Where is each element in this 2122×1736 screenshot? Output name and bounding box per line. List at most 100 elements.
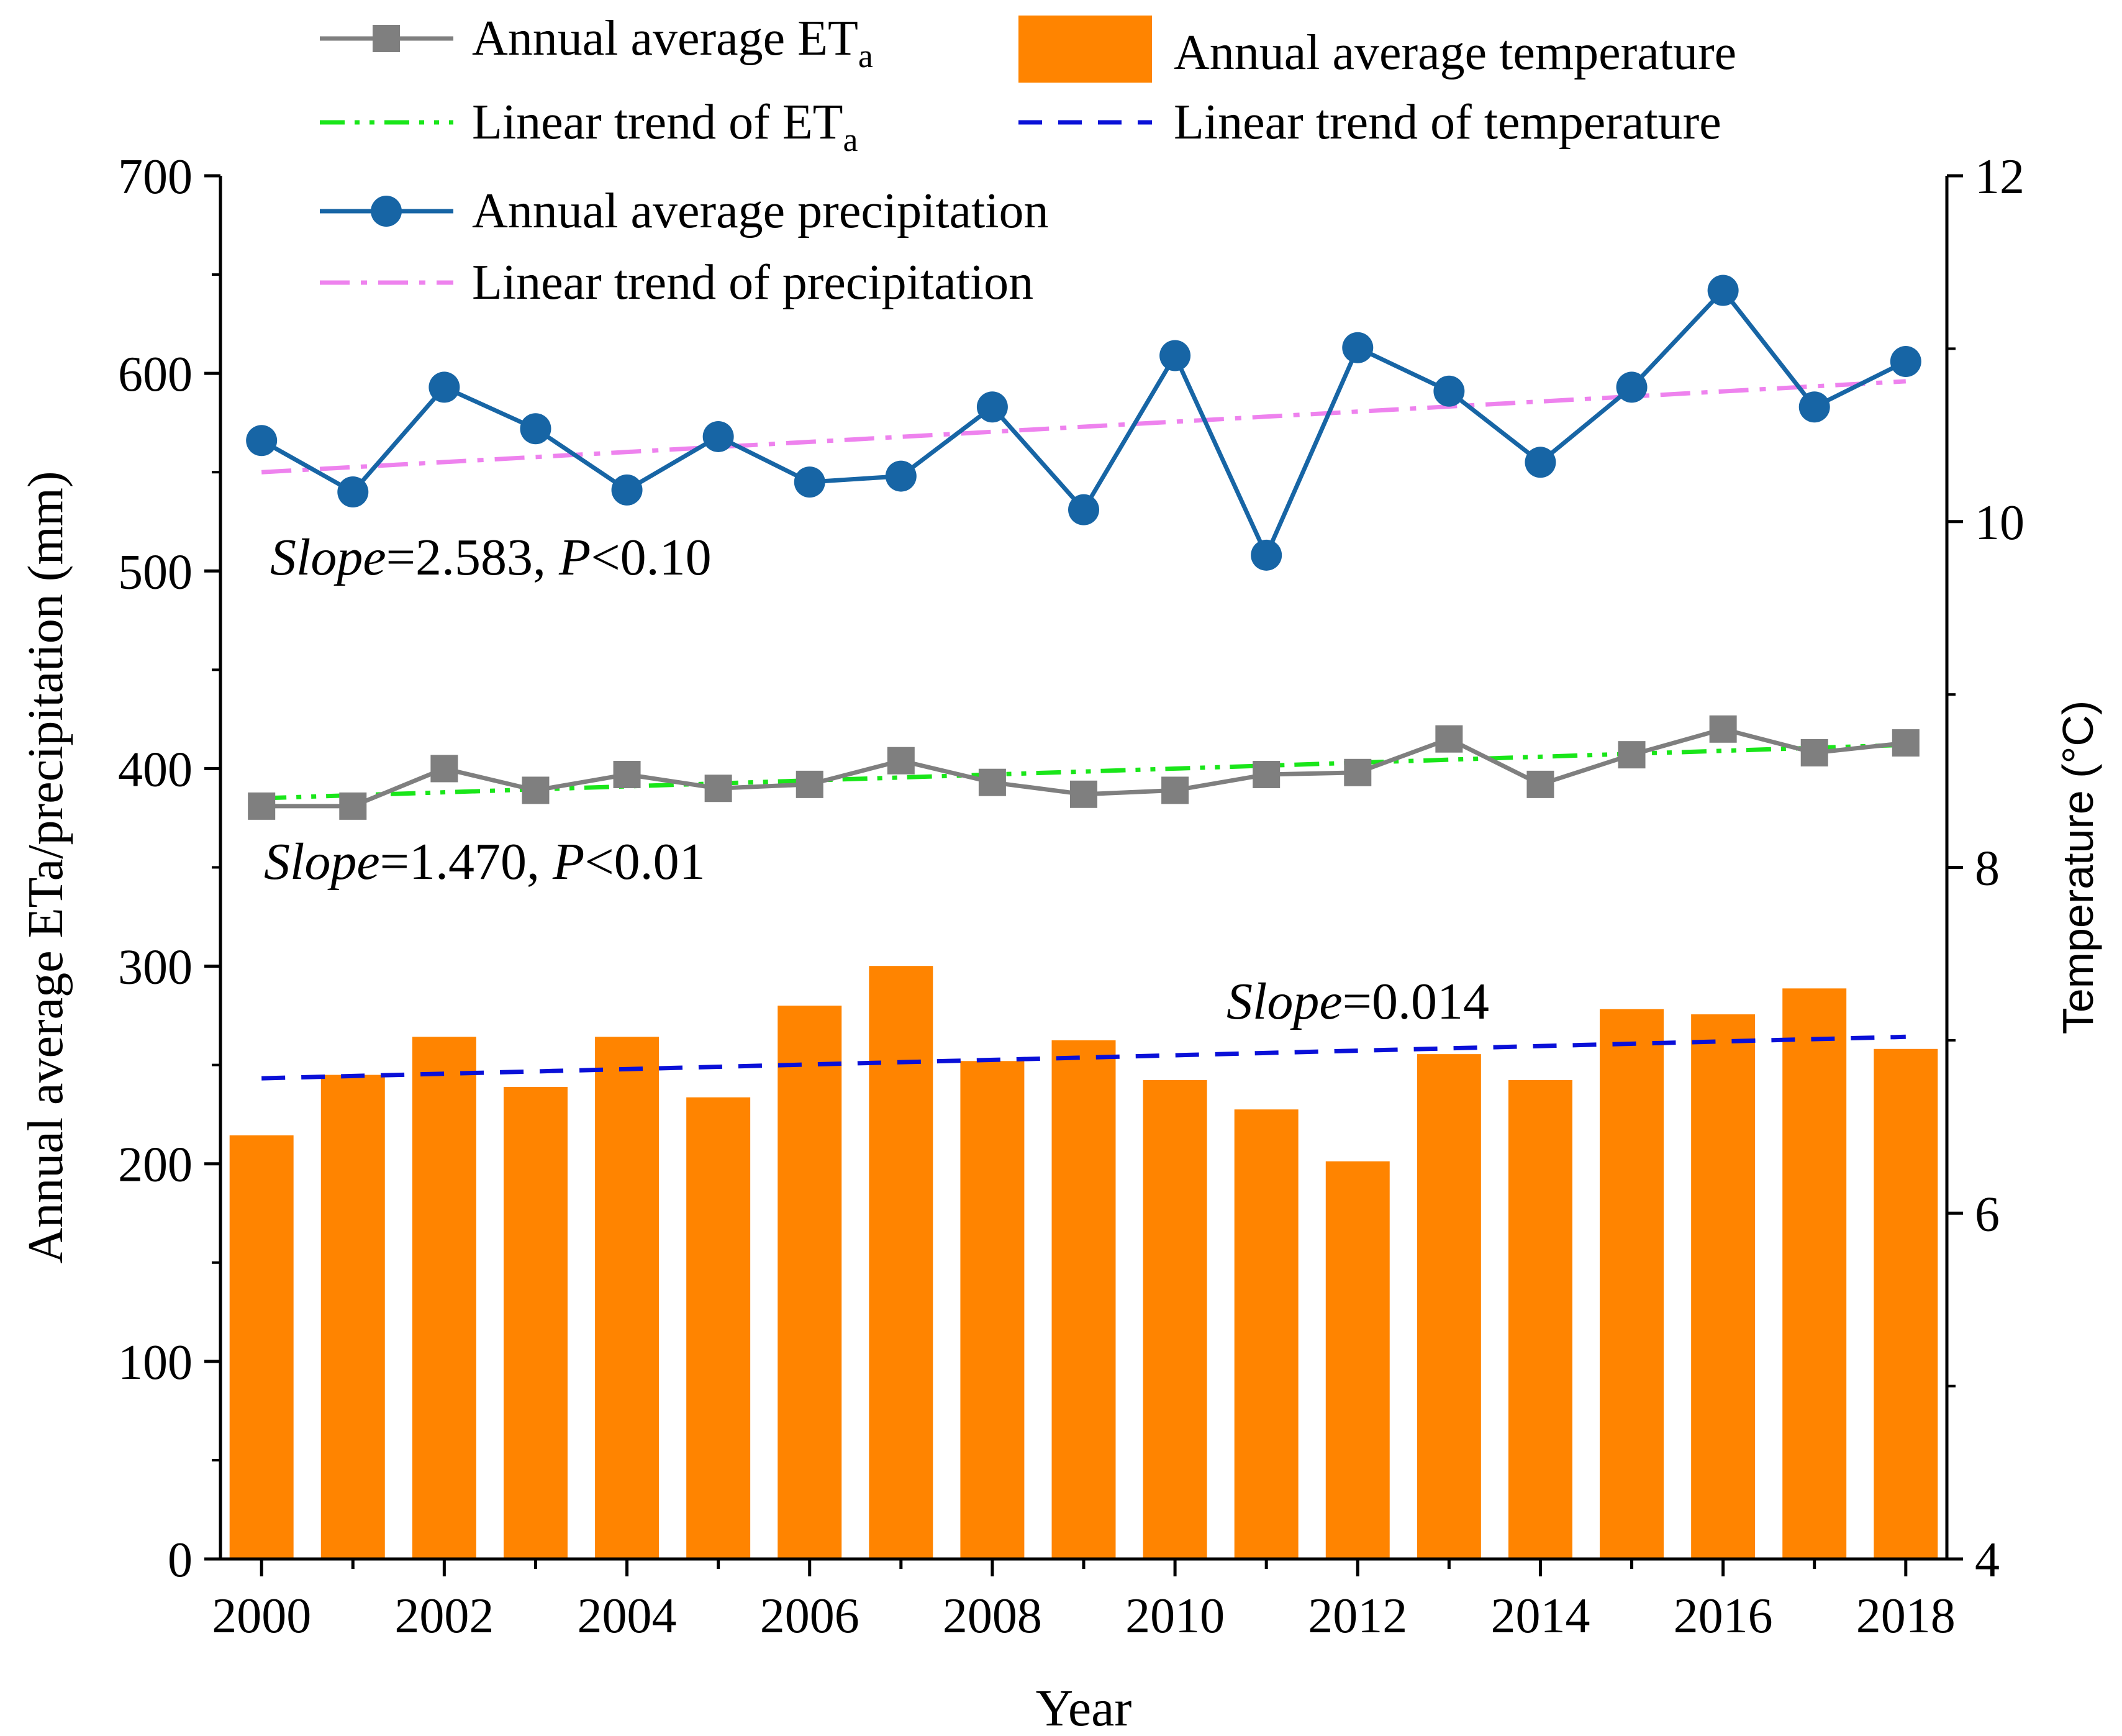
annotation-italic: P [552, 833, 584, 891]
temperature-bar [595, 1037, 660, 1559]
x-tick-label: 2016 [1674, 1589, 1773, 1643]
eta-point [522, 776, 550, 804]
annotation-italic: Slope [264, 833, 380, 891]
legend-label-subscript: a [858, 37, 873, 75]
legend-eta-marker [373, 25, 400, 52]
axes: 0 100 200 300 400 500 600 700 4 6 8 10 12 2000 2002 200… [19, 150, 2102, 1736]
y-left-tick-label: 700 [118, 150, 193, 204]
y-right-tick-label: 10 [1975, 496, 2025, 550]
temperature-bar [1417, 1054, 1481, 1559]
eta-point [1618, 741, 1646, 769]
y-right-tick-label: 6 [1975, 1187, 2000, 1242]
eta-point [1709, 715, 1737, 743]
precipitation-point [428, 371, 460, 403]
y-left-tick-label: 600 [118, 347, 193, 402]
eta-point [1344, 758, 1372, 786]
eta-point [339, 792, 367, 820]
precipitation-point [794, 466, 825, 498]
legend-label-text: Linear trend of temperature [1174, 95, 1721, 150]
temperature-bar [1691, 1014, 1756, 1559]
annotation-temp_slope: Slope=0.014 [1226, 973, 1489, 1030]
x-tick-label: 2000 [212, 1589, 311, 1643]
temperature-bar [1143, 1079, 1207, 1559]
annotation-precip_slope: Slope=2.583, P<0.10 [270, 529, 712, 586]
legend-label-eta: Annual average ETa [472, 11, 873, 75]
eta-point [1526, 770, 1554, 798]
trend-line [261, 1034, 1906, 1081]
temperature-bars [229, 966, 1938, 1559]
y-left-tick-label: 300 [118, 940, 193, 995]
eta-point [704, 775, 732, 802]
legend-label-text: Annual average precipitation [472, 184, 1048, 239]
y-axis-right-title: Temperature (°C) [2054, 701, 2102, 1035]
eta-point [1892, 729, 1920, 757]
trend-lines [261, 379, 1907, 1081]
annotation-italic: Slope [270, 529, 386, 586]
eta-point [1253, 760, 1281, 788]
eta-point [796, 770, 823, 798]
eta-point [1800, 738, 1828, 766]
legend-label-text: Annual average temperature [1174, 25, 1736, 80]
temperature-bar [229, 1135, 294, 1559]
temperature-bar [1782, 988, 1847, 1559]
temperature-bar [503, 1087, 568, 1559]
annotation-text: <0.01 [584, 833, 705, 891]
x-tick-label: 2012 [1308, 1589, 1407, 1643]
temperature-bar [1051, 1040, 1116, 1559]
temperature-bar [778, 1006, 842, 1559]
legend-precip-marker [371, 196, 402, 227]
y-right-tick-label: 12 [1975, 150, 2025, 204]
legend-temp-swatch [1018, 16, 1152, 83]
temperature-bar [1234, 1109, 1299, 1559]
precipitation-point [337, 476, 369, 508]
legend: Annual average ETa Annual average tempera… [320, 11, 1736, 310]
x-axis-title: Year [1036, 1679, 1132, 1736]
legend-label-precip_trend: Linear trend of precipitation [472, 255, 1033, 310]
temperature-bar [1600, 1009, 1664, 1559]
precipitation-point [1159, 340, 1191, 371]
legend-label-precip: Annual average precipitation [472, 184, 1048, 239]
eta-point [887, 747, 915, 775]
eta-point [613, 760, 641, 788]
legend-label-text: Linear trend of precipitation [472, 255, 1033, 310]
eta-point [1070, 780, 1097, 808]
legend-label-subscript: a [843, 121, 858, 158]
precipitation-point [976, 391, 1008, 423]
temperature-bar [686, 1097, 751, 1559]
precipitation-point [1433, 375, 1465, 407]
legend-label-eta_trend: Linear trend of ETa [472, 95, 858, 158]
x-tick-label: 2010 [1125, 1589, 1225, 1643]
precipitation-point [702, 420, 734, 452]
precipitation-point [520, 413, 551, 445]
annotation-italic: P [558, 529, 591, 586]
y-left-tick-label: 200 [118, 1138, 193, 1193]
precipitation-point [611, 474, 643, 506]
precipitation-point [885, 460, 917, 492]
eta-point [248, 792, 276, 820]
temperature-bar [1508, 1079, 1572, 1559]
annotation-italic: Slope [1226, 973, 1343, 1030]
precipitation-point [1616, 371, 1648, 403]
y-right-tick-label: 4 [1975, 1533, 2000, 1588]
legend-label-text: Linear trend of ET [472, 95, 843, 150]
annotation-text: =2.583, [386, 529, 559, 586]
eta-point [1161, 776, 1189, 804]
x-tick-label: 2004 [578, 1589, 677, 1643]
precipitation-point [1890, 346, 1921, 378]
eta-point [1435, 725, 1463, 753]
annotation-eta_slope: Slope=1.470, P<0.01 [264, 833, 705, 891]
legend-label-temp: Annual average temperature [1174, 25, 1736, 80]
x-tick-label: 2014 [1490, 1589, 1590, 1643]
y-left-tick-label: 500 [118, 545, 193, 599]
temperature-bar [412, 1037, 476, 1559]
precipitation-point [246, 425, 278, 457]
y-left-tick-label: 0 [168, 1533, 193, 1588]
y-axis-left-title: Annual average ETa/precipitation (mm) [19, 471, 73, 1263]
x-tick-label: 2002 [394, 1589, 494, 1643]
temperature-bar [1874, 1048, 1938, 1559]
temperature-bar [869, 966, 933, 1559]
precipitation-point [1251, 539, 1282, 571]
